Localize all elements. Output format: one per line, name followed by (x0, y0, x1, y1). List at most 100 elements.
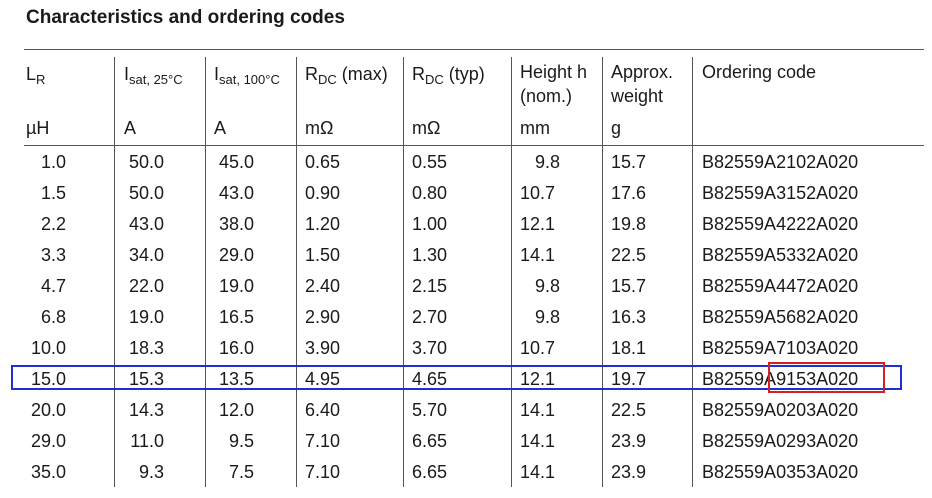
cell-height: 14.1 (520, 431, 556, 451)
cell-isat-25: 43.0 (128, 214, 164, 234)
cell-rdc-max: 2.90 (305, 307, 341, 327)
cell-rdc-max: 4.95 (305, 369, 341, 389)
cell-rdc-typ: 3.70 (412, 338, 448, 358)
highlighted-row-box (11, 365, 902, 390)
cell-weight: 22.5 (611, 245, 647, 265)
cell-isat-100: 38.0 (218, 214, 254, 234)
cell-lr: 29.0 (30, 431, 66, 451)
cell-rdc-max: 1.50 (305, 245, 341, 265)
unit-height: mm (520, 118, 550, 138)
unit-weight: g (611, 118, 622, 138)
unit-isat-100: A (214, 118, 227, 138)
cell-isat-25: 22.0 (128, 276, 164, 296)
cell-lr: 20.0 (30, 400, 66, 420)
cell-height: 14.1 (520, 462, 556, 482)
cell-height: 10.7 (520, 338, 556, 358)
cell-lr: 1.5 (40, 183, 66, 203)
header-weight: Approx. weight (611, 62, 674, 106)
unit-lr: µH (26, 118, 50, 138)
cell-ordering-code: B82559A0293A020 (702, 431, 859, 451)
cell-weight: 23.9 (611, 431, 647, 451)
cell-lr: 10.0 (30, 338, 66, 358)
cell-height: 10.7 (520, 183, 556, 203)
cell-ordering-code: B82559A0353A020 (702, 462, 859, 482)
cell-ordering-code: B82559A4222A020 (702, 214, 859, 234)
cell-weight: 16.3 (611, 307, 647, 327)
cell-isat-25: 50.0 (128, 152, 164, 172)
cell-isat-100: 43.0 (218, 183, 254, 203)
cell-isat-100: 16.0 (218, 338, 254, 358)
unit-rdc-max: mΩ (305, 118, 334, 138)
cell-height: 14.1 (520, 245, 556, 265)
header-rdc-typ: RDC (typ) (412, 64, 485, 87)
cell-isat-25: 15.3 (128, 369, 164, 389)
cell-height: 12.1 (520, 369, 556, 389)
cell-weight: 22.5 (611, 400, 647, 420)
header-isat-100: Isat, 100°C (214, 64, 280, 87)
cell-rdc-typ: 2.15 (412, 276, 448, 296)
cell-rdc-max: 3.90 (305, 338, 341, 358)
column-divider (511, 57, 512, 487)
cell-isat-25: 19.0 (128, 307, 164, 327)
cell-isat-100: 16.5 (218, 307, 254, 327)
table-header-rule (24, 145, 924, 146)
cell-weight: 23.9 (611, 462, 647, 482)
cell-rdc-typ: 1.00 (412, 214, 448, 234)
header-isat-25: Isat, 25°C (124, 64, 183, 87)
column-divider (403, 57, 404, 487)
cell-weight: 15.7 (611, 276, 647, 296)
cell-rdc-max: 2.40 (305, 276, 341, 296)
column-divider (114, 57, 115, 487)
cell-isat-100: 13.5 (218, 369, 254, 389)
cell-lr: 4.7 (40, 276, 66, 296)
cell-isat-100: 12.0 (218, 400, 254, 420)
unit-isat-25: A (124, 118, 137, 138)
cell-rdc-max: 0.90 (305, 183, 341, 203)
cell-ordering-code: B82559A7103A020 (702, 338, 859, 358)
column-divider (692, 57, 693, 487)
header-rdc-max: RDC (max) (305, 64, 388, 87)
cell-weight: 17.6 (611, 183, 647, 203)
cell-isat-100: 9.5 (228, 431, 254, 451)
cell-rdc-max: 6.40 (305, 400, 341, 420)
cell-lr: 1.0 (40, 152, 66, 172)
cell-height: 9.8 (534, 276, 560, 296)
cell-ordering-code: B82559A2102A020 (702, 152, 859, 172)
header-lr: LR (26, 64, 46, 87)
header-ordering-code: Ordering code (702, 62, 817, 82)
cell-ordering-code: B82559A5332A020 (702, 245, 859, 265)
cell-isat-25: 9.3 (138, 462, 164, 482)
unit-rdc-typ: mΩ (412, 118, 441, 138)
cell-isat-100: 45.0 (218, 152, 254, 172)
cell-weight: 19.7 (611, 369, 647, 389)
cell-lr: 35.0 (30, 462, 66, 482)
cell-rdc-max: 0.65 (305, 152, 341, 172)
cell-isat-100: 29.0 (218, 245, 254, 265)
cell-rdc-max: 7.10 (305, 431, 341, 451)
cell-ordering-code: B82559A3152A020 (702, 183, 859, 203)
cell-isat-25: 11.0 (130, 431, 164, 451)
cell-rdc-typ: 0.55 (412, 152, 448, 172)
page-title: Characteristics and ordering codes (26, 7, 345, 28)
cell-rdc-max: 7.10 (305, 462, 341, 482)
cell-rdc-typ: 2.70 (412, 307, 448, 327)
cell-lr: 6.8 (40, 307, 66, 327)
column-divider (602, 57, 603, 487)
cell-rdc-typ: 6.65 (412, 462, 448, 482)
cell-lr: 15.0 (30, 369, 66, 389)
cell-isat-25: 50.0 (128, 183, 164, 203)
column-divider (205, 57, 206, 487)
cell-weight: 18.1 (611, 338, 647, 358)
cell-ordering-code: B82559A4472A020 (702, 276, 859, 296)
cell-rdc-typ: 5.70 (412, 400, 448, 420)
cell-isat-25: 18.3 (128, 338, 164, 358)
cell-height: 9.8 (534, 152, 560, 172)
cell-ordering-code: B82559A0203A020 (702, 400, 859, 420)
cell-rdc-typ: 1.30 (412, 245, 448, 265)
cell-rdc-typ: 6.65 (412, 431, 448, 451)
cell-ordering-code: B82559A9153A020 (702, 369, 859, 389)
cell-isat-100: 7.5 (228, 462, 254, 482)
cell-rdc-max: 1.20 (305, 214, 341, 234)
cell-height: 9.8 (534, 307, 560, 327)
header-height: Height h (nom.) (520, 62, 588, 106)
